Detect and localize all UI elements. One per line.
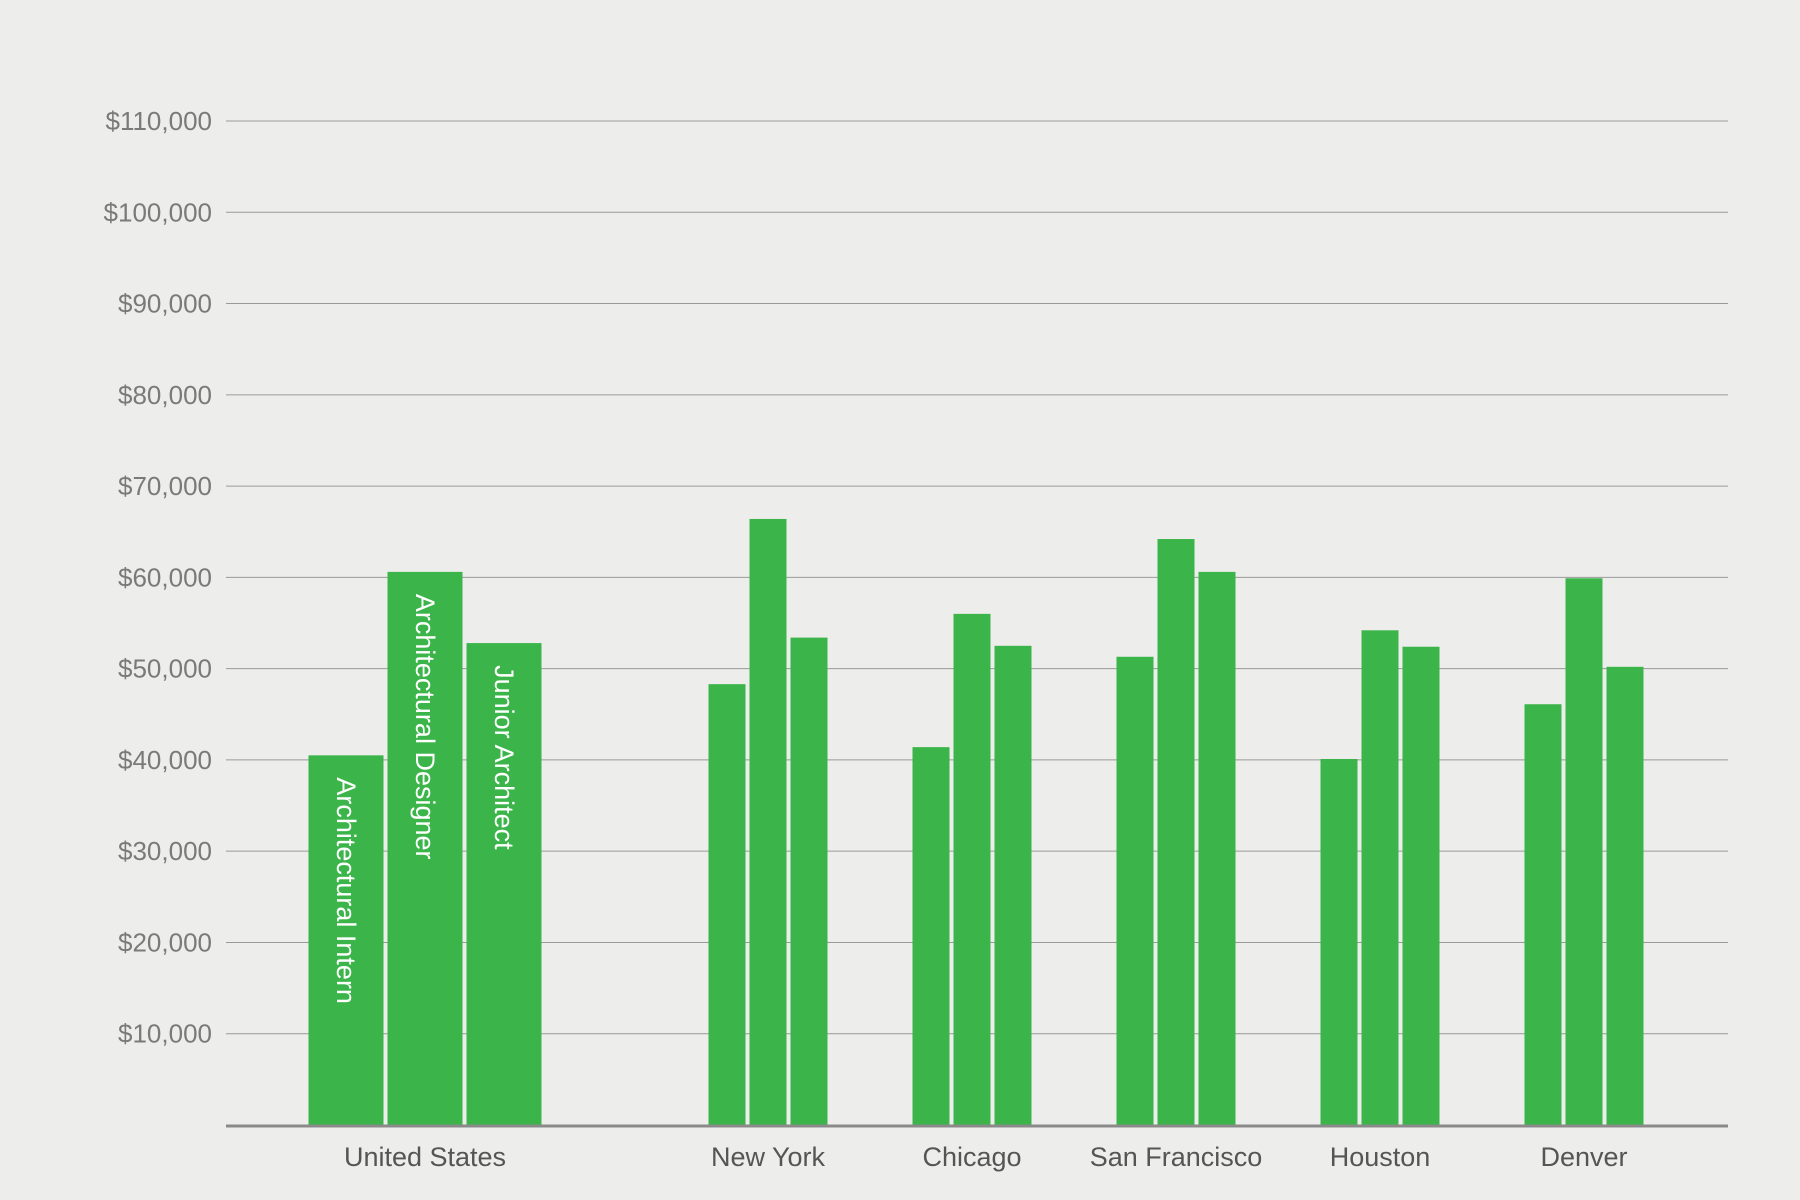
y-axis-ticks: $10,000 $20,000 $30,000 $40,000 $50,000 $60,0…	[104, 106, 212, 1049]
x-tick-label: Denver	[1540, 1142, 1627, 1172]
bar-labels: Architectural Intern Architectural Design…	[331, 594, 519, 1004]
y-tick-label: $20,000	[118, 927, 212, 957]
x-axis-labels: United States New York Chicago San Francisc…	[344, 1142, 1628, 1172]
x-tick-label: United States	[344, 1142, 506, 1172]
bar	[1361, 630, 1399, 1125]
bar	[912, 747, 950, 1125]
y-tick-label: $60,000	[118, 562, 212, 592]
bar-label: Architectural Intern	[331, 777, 361, 1004]
bar	[1565, 578, 1603, 1125]
x-tick-label: New York	[711, 1142, 826, 1172]
x-tick-label: Chicago	[922, 1142, 1021, 1172]
bar	[994, 645, 1032, 1125]
bar	[749, 518, 787, 1125]
bar	[1157, 539, 1195, 1125]
y-tick-label: $30,000	[118, 836, 212, 866]
bar	[1606, 666, 1644, 1125]
x-tick-label: Houston	[1330, 1142, 1431, 1172]
y-tick-label: $110,000	[105, 106, 212, 136]
y-tick-label: $50,000	[118, 654, 212, 684]
y-tick-label: $70,000	[118, 471, 212, 501]
bar	[308, 755, 384, 1125]
y-tick-label: $10,000	[118, 1019, 212, 1049]
bar	[790, 637, 828, 1125]
bar	[387, 571, 463, 1125]
y-tick-label: $100,000	[104, 197, 212, 227]
bar	[1320, 758, 1358, 1125]
bar	[708, 684, 746, 1125]
bar-label: Junior Architect	[489, 665, 519, 850]
bars	[308, 518, 1644, 1125]
bar	[1524, 704, 1562, 1125]
y-tick-label: $90,000	[118, 289, 212, 319]
bar-label: Architectural Designer	[410, 594, 440, 860]
bar	[953, 613, 991, 1125]
bar	[1402, 646, 1440, 1125]
y-tick-label: $80,000	[118, 380, 212, 410]
bar	[466, 643, 542, 1125]
bar	[1198, 571, 1236, 1125]
bar	[1116, 656, 1154, 1125]
x-tick-label: San Francisco	[1090, 1142, 1263, 1172]
y-tick-label: $40,000	[118, 745, 212, 775]
